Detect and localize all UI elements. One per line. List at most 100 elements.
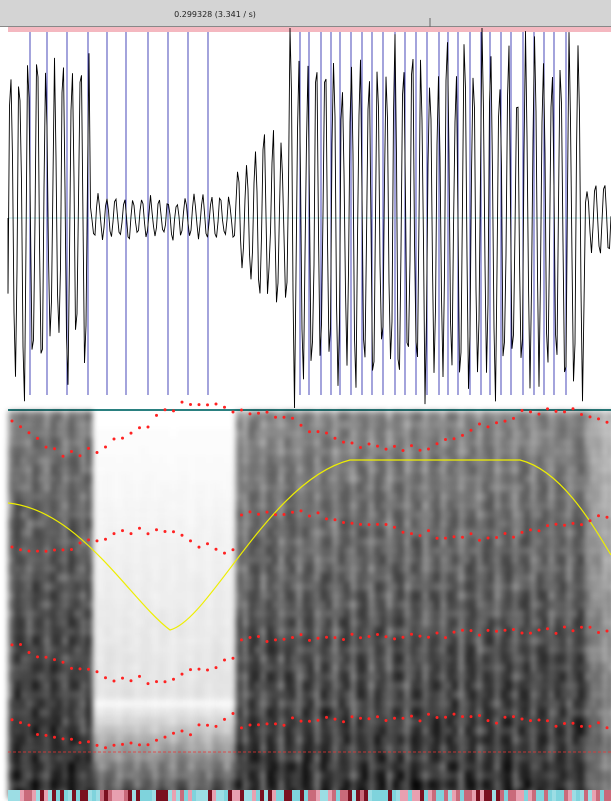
spectrogram-cell [314,564,321,574]
spectrogram-cell [368,690,375,700]
spectrogram-cell [470,636,477,646]
spectrogram-cell [182,492,189,502]
spectrogram-cell [470,474,477,484]
spectrogram-cell [188,546,195,556]
spectrogram-cell [164,708,171,718]
spectrogram-cell [110,483,117,493]
spectrogram-cell [554,672,561,682]
spectrogram-cell [374,762,381,772]
spectrogram-cell [530,483,537,493]
spectrogram-cell [176,492,183,502]
strip-cell [420,790,424,801]
spectrogram-cell [344,447,351,457]
formant-dot [546,719,549,722]
spectrogram-cell [44,474,51,484]
strip-cell [140,790,144,801]
spectrogram-cell [74,717,81,727]
spectrogram-cell [548,645,555,655]
formant-dot [130,532,133,535]
spectrogram-cell [266,771,273,781]
spectrogram-cell [38,483,45,493]
spectrogram-cell [80,582,87,592]
spectrogram-cell [122,591,129,601]
spectrogram-cell [386,735,393,745]
formant-dot [538,529,541,532]
spectrogram-cell [116,411,123,421]
spectrogram-cell [524,555,531,565]
spectrogram-cell [566,564,573,574]
spectrogram-cell [566,645,573,655]
spectrogram-cell [14,654,21,664]
spectrogram-cell [338,627,345,637]
spectrogram-cell [374,483,381,493]
spectrogram-cell [20,618,27,628]
spectrogram-cell [116,591,123,601]
spectrogram-cell [572,654,579,664]
spectrogram-cell [182,699,189,709]
spectrogram-cell [176,573,183,583]
spectrogram-cell [296,438,303,448]
spectrogram-cell [134,510,141,520]
spectrogram-cell [110,519,117,529]
spectrogram-cell [74,645,81,655]
spectrogram-cell [206,762,213,772]
spectrogram-cell [332,645,339,655]
spectrogram-cell [410,762,417,772]
spectrogram-cell [26,438,33,448]
spectrogram-cell [404,735,411,745]
spectrogram-cell [284,663,291,673]
spectrogram-cell [38,564,45,574]
spectrogram-cell [578,672,585,682]
spectrogram-cell [176,699,183,709]
spectrogram-cell [158,456,165,466]
spectrogram-cell [56,609,63,619]
spectrogram-cell [56,438,63,448]
spectrogram-cell [572,699,579,709]
spectrogram-cell [62,618,69,628]
spectrogram-cell [8,681,15,691]
formant-dot [104,676,107,679]
spectrogram-cell [26,564,33,574]
spectrogram-cell [38,618,45,628]
spectrogram-cell [512,699,519,709]
formant-dot [291,417,294,420]
spectrogram-cell [296,672,303,682]
spectrogram-cell [236,591,243,601]
spectrogram-cell [122,618,129,628]
spectrogram-cell [356,591,363,601]
spectrogram-cell [584,654,591,664]
spectrogram-cell [560,735,567,745]
spectrogram-cell [380,483,387,493]
spectrogram-cell [404,663,411,673]
strip-cell [24,790,28,801]
spectrogram-cell [386,528,393,538]
spectrogram-cell [488,411,495,421]
spectrogram-cell [362,456,369,466]
spectrogram-cell [554,636,561,646]
spectrogram-cell [86,726,93,736]
spectrogram-cell [398,663,405,673]
spectrogram-cell [26,456,33,466]
spectrogram-cell [518,429,525,439]
spectrogram-cell [74,654,81,664]
spectrogram-cell [446,465,453,475]
spectrogram-cell [344,528,351,538]
spectrogram-cell [188,411,195,421]
spectrogram-cell [176,582,183,592]
spectrogram-cell [446,762,453,772]
spectrogram-cell [548,492,555,502]
spectrogram-cell [578,429,585,439]
strip-cell [460,790,464,801]
spectrogram-cell [260,645,267,655]
spectrogram-cell [86,438,93,448]
spectrogram-cell [110,690,117,700]
spectrogram-cell [140,690,147,700]
spectrogram-cell [374,465,381,475]
spectrogram-cell [446,699,453,709]
spectrogram-cell [158,672,165,682]
spectrogram-cell [524,582,531,592]
spectrogram-cell [596,663,603,673]
spectrogram-cell [356,420,363,430]
spectrogram-cell [8,753,15,763]
spectrogram-cell [446,609,453,619]
